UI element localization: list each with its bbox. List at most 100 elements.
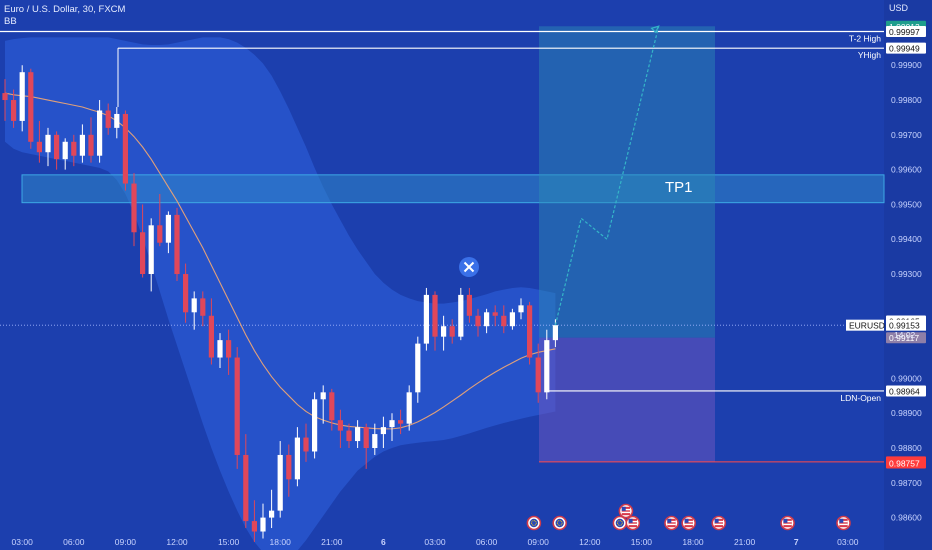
eu-flag-icon[interactable]	[612, 515, 628, 531]
candle-body	[466, 294, 472, 316]
candle-body	[54, 134, 60, 160]
time-tick: 09:00	[115, 537, 137, 547]
price-tag-text: 0.98757	[889, 458, 920, 468]
candle-body	[441, 326, 447, 337]
us-flag-icon[interactable]	[625, 515, 641, 531]
eu-flag-icon[interactable]	[552, 515, 568, 531]
candle-body	[389, 420, 395, 428]
candle-body	[157, 225, 163, 243]
candle-body	[122, 113, 128, 184]
us-flag-icon[interactable]	[836, 515, 851, 531]
time-tick: 03:00	[837, 537, 859, 547]
price-tick: 0.99400	[891, 234, 922, 244]
time-tick: 6	[381, 537, 386, 547]
candle-body	[286, 454, 292, 480]
time-tick: 21:00	[321, 537, 343, 547]
price-tag-text: 0.99117	[889, 333, 919, 343]
candle-body	[303, 437, 309, 452]
candle-body	[79, 134, 85, 156]
price-tick: 0.99800	[891, 95, 922, 105]
candle-body	[11, 100, 17, 121]
time-tick: 7	[794, 537, 799, 547]
candle-body	[19, 72, 25, 121]
candle-body	[200, 298, 206, 316]
candle-body	[518, 305, 524, 313]
close-marker-icon[interactable]	[459, 257, 479, 277]
candle-body	[97, 110, 103, 156]
candle-body	[484, 312, 490, 327]
time-tick: 03:00	[12, 537, 34, 547]
candle-body	[544, 340, 550, 393]
candle-body	[406, 392, 412, 424]
indicator-legend-bb[interactable]: BB	[4, 16, 17, 27]
candle-body	[509, 312, 515, 327]
price-tag-text: 0.98964	[889, 386, 920, 396]
time-tick: 21:00	[734, 537, 756, 547]
candle-body	[71, 141, 77, 156]
candle-body	[294, 437, 300, 480]
candle-body	[449, 326, 455, 337]
candle-body	[527, 305, 533, 358]
price-tick: 0.99300	[891, 269, 922, 279]
price-tag-text: 0.99949	[889, 44, 920, 54]
level-label: T-2 High	[849, 33, 881, 43]
time-tick: 18:00	[270, 537, 292, 547]
us-flag-icon[interactable]	[618, 503, 634, 519]
price-tick: 0.99000	[891, 373, 922, 383]
candle-body	[552, 325, 558, 341]
price-tag	[886, 25, 926, 37]
candle-body	[243, 454, 249, 522]
us-flag-icon[interactable]	[664, 515, 679, 531]
candle-body	[372, 434, 378, 449]
price-tick: 0.99600	[891, 165, 922, 175]
candle-body	[88, 134, 94, 156]
price-tick: 0.99700	[891, 130, 922, 140]
time-tick: 06:00	[476, 537, 498, 547]
bollinger-basis-line	[4, 92, 556, 430]
candle-body	[355, 427, 361, 442]
candle-body	[36, 141, 42, 153]
candle-body	[423, 294, 429, 344]
candle-body	[277, 454, 283, 511]
candle-body	[183, 274, 189, 313]
candle-body	[501, 315, 507, 327]
price-tag	[886, 42, 926, 54]
candle-body	[62, 141, 68, 160]
candle-body	[535, 357, 541, 393]
time-tick: 15:00	[631, 537, 653, 547]
time-tick: 12:00	[579, 537, 601, 547]
candle-body	[234, 357, 240, 455]
candle-body	[329, 392, 335, 421]
eu-flag-icon[interactable]	[526, 515, 542, 531]
price-tag	[886, 457, 926, 469]
time-tick: 06:00	[63, 537, 85, 547]
candle-body	[337, 420, 343, 431]
us-flag-icon[interactable]	[780, 515, 795, 531]
candle-body	[165, 214, 171, 243]
candle-body	[346, 430, 352, 442]
last-price-tag	[886, 319, 926, 331]
time-tick: 12:00	[166, 537, 188, 547]
symbol-tag-text: EURUSD	[849, 321, 885, 331]
time-tick: 03:00	[424, 537, 446, 547]
candle-body	[475, 315, 481, 327]
level-label: YHigh	[858, 50, 881, 60]
candle-body	[148, 225, 154, 275]
price-tag-text: 0.99997	[889, 27, 920, 37]
candle-body	[320, 392, 326, 400]
tp1-label: TP1	[665, 179, 693, 196]
candle-body	[140, 232, 146, 275]
candle-body	[251, 521, 257, 532]
projection-arrowhead	[650, 25, 660, 34]
us-flag-icon[interactable]	[711, 515, 727, 531]
candle-body	[105, 110, 111, 128]
price-tick: 0.98800	[891, 443, 922, 453]
price-tick: 0.99900	[891, 60, 922, 70]
candle-body	[380, 427, 386, 435]
candle-body	[114, 113, 120, 128]
currency-label: USD	[888, 3, 908, 13]
price-tag	[886, 385, 926, 397]
us-flag-icon[interactable]	[681, 515, 697, 531]
